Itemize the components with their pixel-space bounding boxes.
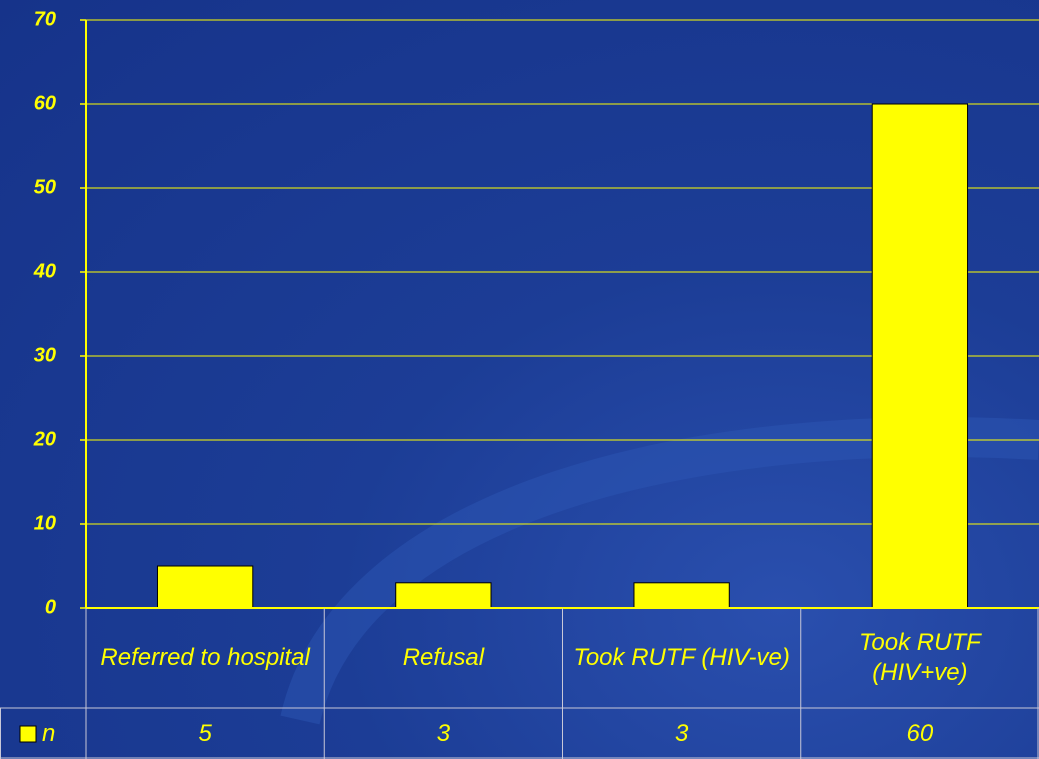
x-tick-label: Referred to hospital: [100, 644, 310, 671]
y-tick-label: 40: [33, 260, 56, 282]
bar: [395, 582, 492, 609]
data-label: 3: [436, 719, 451, 747]
data-label: 5: [198, 719, 212, 747]
data-label: 3: [674, 719, 689, 747]
x-tick-label: Took RUTF (HIV+ve): [858, 629, 981, 686]
legend-label: n: [42, 719, 56, 747]
y-tick-label: 50: [34, 176, 56, 198]
y-tick-label: 0: [45, 596, 56, 618]
y-tick-label: 30: [34, 344, 56, 366]
x-tick-label: Took RUTF (HIV-ve): [573, 644, 790, 671]
legend-swatch: [19, 725, 37, 743]
x-tick-label: Refusal: [402, 644, 485, 671]
bar: [633, 582, 730, 609]
y-tick-label: 60: [34, 92, 56, 114]
data-label: 60: [906, 719, 934, 747]
y-tick-label: 20: [33, 428, 56, 450]
bar: [871, 103, 969, 609]
y-tick-label: 10: [34, 512, 56, 534]
bar: [156, 565, 254, 609]
y-tick-label: 70: [34, 8, 56, 30]
